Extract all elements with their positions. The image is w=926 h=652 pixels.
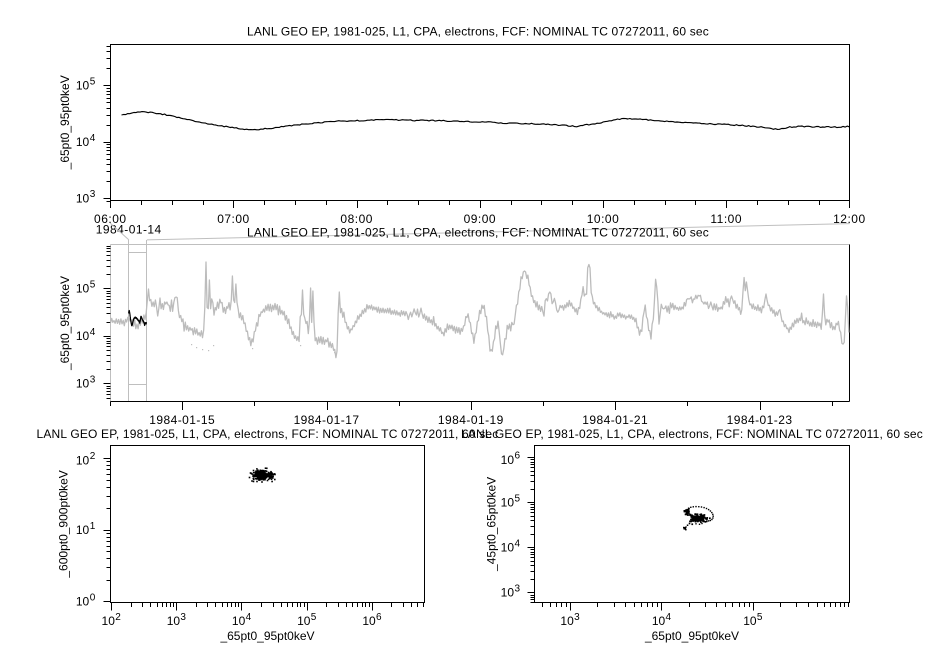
svg-text:10: 10 [167, 614, 181, 628]
svg-text:1: 1 [90, 521, 96, 532]
svg-text:4: 4 [90, 327, 96, 338]
svg-text:1984-01-21: 1984-01-21 [582, 413, 648, 427]
svg-text:10: 10 [501, 586, 515, 600]
svg-text:5: 5 [90, 76, 96, 87]
svg-text:_65pt0_95pt0keV: _65pt0_95pt0keV [644, 629, 739, 643]
svg-text:10: 10 [76, 523, 90, 537]
svg-text:10: 10 [743, 614, 757, 628]
svg-text:LANL GEO EP, 1981-025, L1, CPA: LANL GEO EP, 1981-025, L1, CPA, electron… [37, 427, 499, 441]
svg-text:10: 10 [362, 614, 376, 628]
svg-text:10: 10 [652, 614, 666, 628]
svg-text:3: 3 [90, 374, 96, 385]
svg-text:10:00: 10:00 [587, 212, 620, 226]
svg-text:10: 10 [76, 595, 90, 609]
svg-text:_65pt0_95pt0keV: _65pt0_95pt0keV [219, 629, 314, 643]
svg-text:5: 5 [515, 493, 521, 504]
svg-text:2: 2 [90, 451, 96, 462]
svg-text:10: 10 [76, 282, 90, 296]
svg-text:09:00: 09:00 [464, 212, 497, 226]
svg-text:10: 10 [76, 191, 90, 205]
svg-text:4: 4 [666, 612, 672, 623]
svg-text:3: 3 [180, 612, 186, 623]
svg-text:_65pt0_95pt0keV: _65pt0_95pt0keV [58, 276, 72, 371]
svg-text:3: 3 [90, 189, 96, 200]
svg-text:1984-01-15: 1984-01-15 [149, 413, 215, 427]
svg-text:4: 4 [90, 133, 96, 144]
svg-text:5: 5 [311, 612, 317, 623]
svg-text:0: 0 [90, 592, 96, 603]
svg-text:12:00: 12:00 [833, 212, 866, 226]
svg-text:5: 5 [90, 279, 96, 290]
svg-text:07:00: 07:00 [217, 212, 250, 226]
svg-text:6: 6 [376, 612, 382, 623]
svg-text:1984-01-23: 1984-01-23 [727, 413, 793, 427]
svg-text:LANL GEO EP, 1981-025, L1, CPA: LANL GEO EP, 1981-025, L1, CPA, electron… [247, 226, 709, 240]
svg-text:4: 4 [246, 612, 252, 623]
svg-text:10: 10 [102, 614, 116, 628]
svg-text:10: 10 [76, 377, 90, 391]
svg-text:10: 10 [297, 614, 311, 628]
svg-text:10: 10 [76, 329, 90, 343]
svg-text:3: 3 [574, 612, 580, 623]
svg-text:10: 10 [232, 614, 246, 628]
svg-text:10: 10 [76, 135, 90, 149]
svg-text:10: 10 [501, 453, 515, 467]
svg-text:4: 4 [515, 538, 521, 549]
svg-text:10: 10 [76, 453, 90, 467]
svg-text:_65pt0_95pt0keV: _65pt0_95pt0keV [58, 75, 72, 170]
svg-text:08:00: 08:00 [340, 212, 373, 226]
svg-text:1984-01-19: 1984-01-19 [438, 413, 504, 427]
svg-text:11:00: 11:00 [710, 212, 742, 226]
svg-text:3: 3 [515, 584, 521, 595]
svg-text:10: 10 [501, 541, 515, 555]
svg-text:_45pt0_65pt0keV: _45pt0_65pt0keV [484, 477, 498, 572]
svg-text:1984-01-14: 1984-01-14 [96, 223, 162, 237]
svg-text:5: 5 [757, 612, 763, 623]
svg-text:1984-01-17: 1984-01-17 [294, 413, 360, 427]
svg-text:10: 10 [560, 614, 574, 628]
svg-text:_600pt0_900pt0keV: _600pt0_900pt0keV [56, 470, 70, 578]
svg-text:LANL GEO EP, 1981-025, L1, CPA: LANL GEO EP, 1981-025, L1, CPA, electron… [461, 427, 923, 441]
svg-text:LANL GEO EP, 1981-025, L1, CPA: LANL GEO EP, 1981-025, L1, CPA, electron… [247, 24, 709, 38]
svg-text:06:00: 06:00 [94, 212, 127, 226]
svg-text:2: 2 [115, 612, 121, 623]
svg-text:6: 6 [515, 451, 521, 462]
svg-text:10: 10 [501, 496, 515, 510]
svg-text:10: 10 [76, 79, 90, 93]
